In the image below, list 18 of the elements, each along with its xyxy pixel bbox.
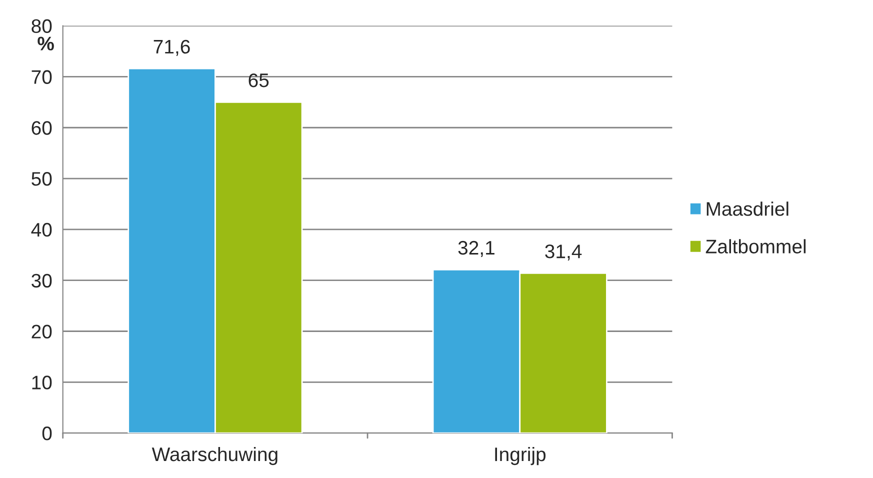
y-tick-label: 60	[32, 121, 52, 135]
y-tick-label: 0	[42, 426, 52, 440]
y-tick-label: 50	[32, 172, 52, 186]
legend-label: Maasdriel	[706, 202, 788, 216]
x-tick-label: Waarschuwing	[152, 446, 278, 466]
y-axis-title: %	[38, 36, 54, 50]
y-tick-label: 70	[32, 70, 52, 84]
y-tick-label: 80	[32, 19, 52, 34]
y-tick-label: 20	[32, 324, 52, 338]
x-tick-label: Ingrijp	[495, 446, 546, 466]
data-label: 32,1	[458, 240, 494, 257]
data-label: 65	[248, 73, 269, 88]
y-tick-label: 30	[32, 274, 52, 288]
y-tick-label: 40	[31, 222, 52, 237]
legend-label: Zaltbommel	[706, 239, 806, 254]
data-label: 31,4	[545, 244, 582, 261]
y-tick-label: 10	[32, 376, 52, 390]
data-label: 71,6	[154, 40, 190, 56]
